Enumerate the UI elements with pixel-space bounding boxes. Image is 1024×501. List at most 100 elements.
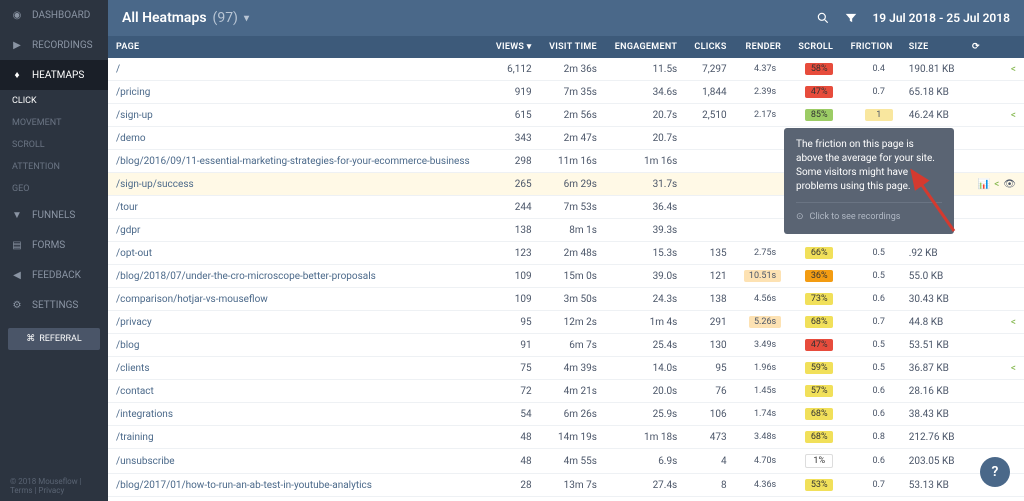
cell-page[interactable]: /gdpr [108, 219, 487, 242]
table-row[interactable]: /privacy 95 12m 2s 1m 4s 291 5.26s 68% 0… [108, 311, 1024, 334]
cell-friction: 0.6 [841, 403, 901, 426]
cell-render: 4.36s [735, 474, 790, 497]
cell-page[interactable]: /pricing [108, 81, 487, 104]
cell-page[interactable]: /sign-up/success [108, 173, 487, 196]
cell-scroll: 68% [789, 311, 841, 334]
table-row[interactable]: /clients 75 4m 39s 14.0s 95 1.96s 59% 0.… [108, 357, 1024, 380]
cell-clicks: 135 [685, 242, 734, 265]
cell-page[interactable]: / [108, 58, 487, 81]
cell-render: 4.70s [735, 449, 790, 474]
share-icon[interactable]: < [1011, 64, 1016, 75]
cell-render: 1.96s [735, 357, 790, 380]
friction-tooltip: The friction on this page is above the a… [784, 128, 954, 234]
share-icon[interactable]: < [1011, 317, 1016, 328]
nav-heatmaps[interactable]: ♦HEATMAPS [0, 60, 108, 90]
table-row[interactable]: /blog/2018/07/under-the-cro-microscope-b… [108, 265, 1024, 288]
nav-recordings[interactable]: ▶RECORDINGS [0, 30, 108, 60]
cell-page[interactable]: /clients [108, 357, 487, 380]
date-range[interactable]: 19 Jul 2018 - 25 Jul 2018 [872, 11, 1010, 25]
cell-clicks: 473 [685, 426, 734, 449]
subnav-geo[interactable]: GEO [0, 178, 108, 200]
cell-views: 48 [487, 449, 540, 474]
search-icon[interactable] [816, 11, 830, 25]
filter-icon[interactable] [844, 11, 858, 25]
cell-engagement: 1m 4s [605, 311, 685, 334]
help-button[interactable]: ? [980, 457, 1010, 487]
cell-clicks: 291 [685, 311, 734, 334]
cell-page[interactable]: /contact [108, 380, 487, 403]
tooltip-text: The friction on this page is above the a… [796, 138, 942, 194]
cell-page[interactable]: /opt-out [108, 242, 487, 265]
table-row[interactable]: /sign-up 615 2m 56s 20.7s 2,510 2.17s 85… [108, 104, 1024, 127]
cell-page[interactable]: /sign-up [108, 104, 487, 127]
table-row[interactable]: /pricing 919 7m 35s 34.6s 1,844 2.39s 47… [108, 81, 1024, 104]
cell-engagement: 20.7s [605, 127, 685, 150]
chevron-down-icon[interactable]: ▾ [244, 13, 249, 24]
referral-button[interactable]: ⌘REFERRAL [8, 328, 100, 350]
tooltip-action[interactable]: ⊙Click to see recordings [796, 202, 942, 224]
col-visit[interactable]: VISIT TIME [540, 36, 605, 58]
subnav-click[interactable]: CLICK [0, 90, 108, 112]
table-row[interactable]: /blog/2017/01/how-to-run-an-ab-test-in-y… [108, 474, 1024, 497]
nav-funnels[interactable]: ▼FUNNELS [0, 200, 108, 230]
subnav-attention[interactable]: ATTENTION [0, 156, 108, 178]
cell-friction: 1 [841, 104, 901, 127]
cell-page[interactable]: /terms [108, 497, 487, 501]
cell-engagement: 39.3s [605, 219, 685, 242]
nav-forms[interactable]: ▤FORMS [0, 230, 108, 260]
col-scroll[interactable]: SCROLL [789, 36, 841, 58]
cell-page[interactable]: /demo [108, 127, 487, 150]
table-row[interactable]: /unsubscribe 48 4m 55s 6.9s 4 4.70s 1% 0… [108, 449, 1024, 474]
cell-size: 44.8 KB [901, 311, 964, 334]
cell-scroll: 59% [789, 357, 841, 380]
share-icon[interactable]: < [1011, 110, 1016, 121]
table-row[interactable]: /comparison/hotjar-vs-mouseflow 109 3m 5… [108, 288, 1024, 311]
cell-page[interactable]: /blog [108, 334, 487, 357]
col-engagement[interactable]: ENGAGEMENT [605, 36, 685, 58]
cell-page[interactable]: /integrations [108, 403, 487, 426]
col-clicks[interactable]: CLICKS [685, 36, 734, 58]
cell-page[interactable]: /blog/2018/07/under-the-cro-microscope-b… [108, 265, 487, 288]
cell-page[interactable]: /blog/2017/01/how-to-run-an-ab-test-in-y… [108, 474, 487, 497]
col-friction[interactable]: FRICTION [841, 36, 901, 58]
col-views[interactable]: VIEWS ▾ [487, 36, 540, 58]
nav-settings[interactable]: ⚙SETTINGS [0, 290, 108, 320]
nav-dashboard[interactable]: ◉DASHBOARD [0, 0, 108, 30]
cell-page[interactable]: /unsubscribe [108, 449, 487, 474]
table-row[interactable]: /integrations 54 6m 26s 25.9s 106 1.74s … [108, 403, 1024, 426]
col-page[interactable]: PAGE [108, 36, 487, 58]
table-row[interactable]: /contact 72 4m 21s 20.0s 76 1.45s 57% 0.… [108, 380, 1024, 403]
cell-engagement: 25.9s [605, 403, 685, 426]
nav-feedback[interactable]: ◀FEEDBACK [0, 260, 108, 290]
cell-visit: 13m 7s [540, 474, 605, 497]
col-render[interactable]: RENDER [735, 36, 790, 58]
cell-scroll: 73% [789, 288, 841, 311]
cell-page[interactable]: /training [108, 426, 487, 449]
cell-page[interactable]: /tour [108, 196, 487, 219]
table-row[interactable]: /blog 91 6m 7s 25.4s 130 3.49s 47% 0.5 5… [108, 334, 1024, 357]
cell-page[interactable]: /comparison/hotjar-vs-mouseflow [108, 288, 487, 311]
table-row[interactable]: / 6,112 2m 36s 11.5s 7,297 4.37s 58% 0.4… [108, 58, 1024, 81]
cell-actions: < [964, 58, 1024, 81]
cell-views: 75 [487, 357, 540, 380]
cell-page[interactable]: /blog/2016/09/11-essential-marketing-str… [108, 150, 487, 173]
share-icon[interactable]: < [994, 179, 999, 190]
chart-icon[interactable]: 📊 [978, 179, 990, 190]
cell-visit: 6m 26s [540, 403, 605, 426]
cell-visit: 12m 2s [540, 311, 605, 334]
dashboard-icon: ◉ [10, 8, 24, 22]
cell-views: 265 [487, 173, 540, 196]
subnav-scroll[interactable]: SCROLL [0, 134, 108, 156]
cell-actions [964, 497, 1024, 501]
cell-page[interactable]: /privacy [108, 311, 487, 334]
table-row[interactable]: /training 48 14m 19s 1m 18s 473 3.48s 68… [108, 426, 1024, 449]
table-row[interactable]: /terms 22 6m 10s 27.5s 22 1.46s 52% 0.7 … [108, 497, 1024, 501]
refresh-icon[interactable]: ⟳ [972, 42, 980, 52]
col-size[interactable]: SIZE [901, 36, 964, 58]
eye-icon[interactable]: 👁 [1003, 179, 1016, 190]
table-row[interactable]: /opt-out 123 2m 48s 15.3s 135 2.75s 66% … [108, 242, 1024, 265]
subnav-movement[interactable]: MOVEMENT [0, 112, 108, 134]
cell-clicks: 8 [685, 474, 734, 497]
share-icon[interactable]: < [1011, 363, 1016, 374]
cell-visit: 2m 48s [540, 242, 605, 265]
